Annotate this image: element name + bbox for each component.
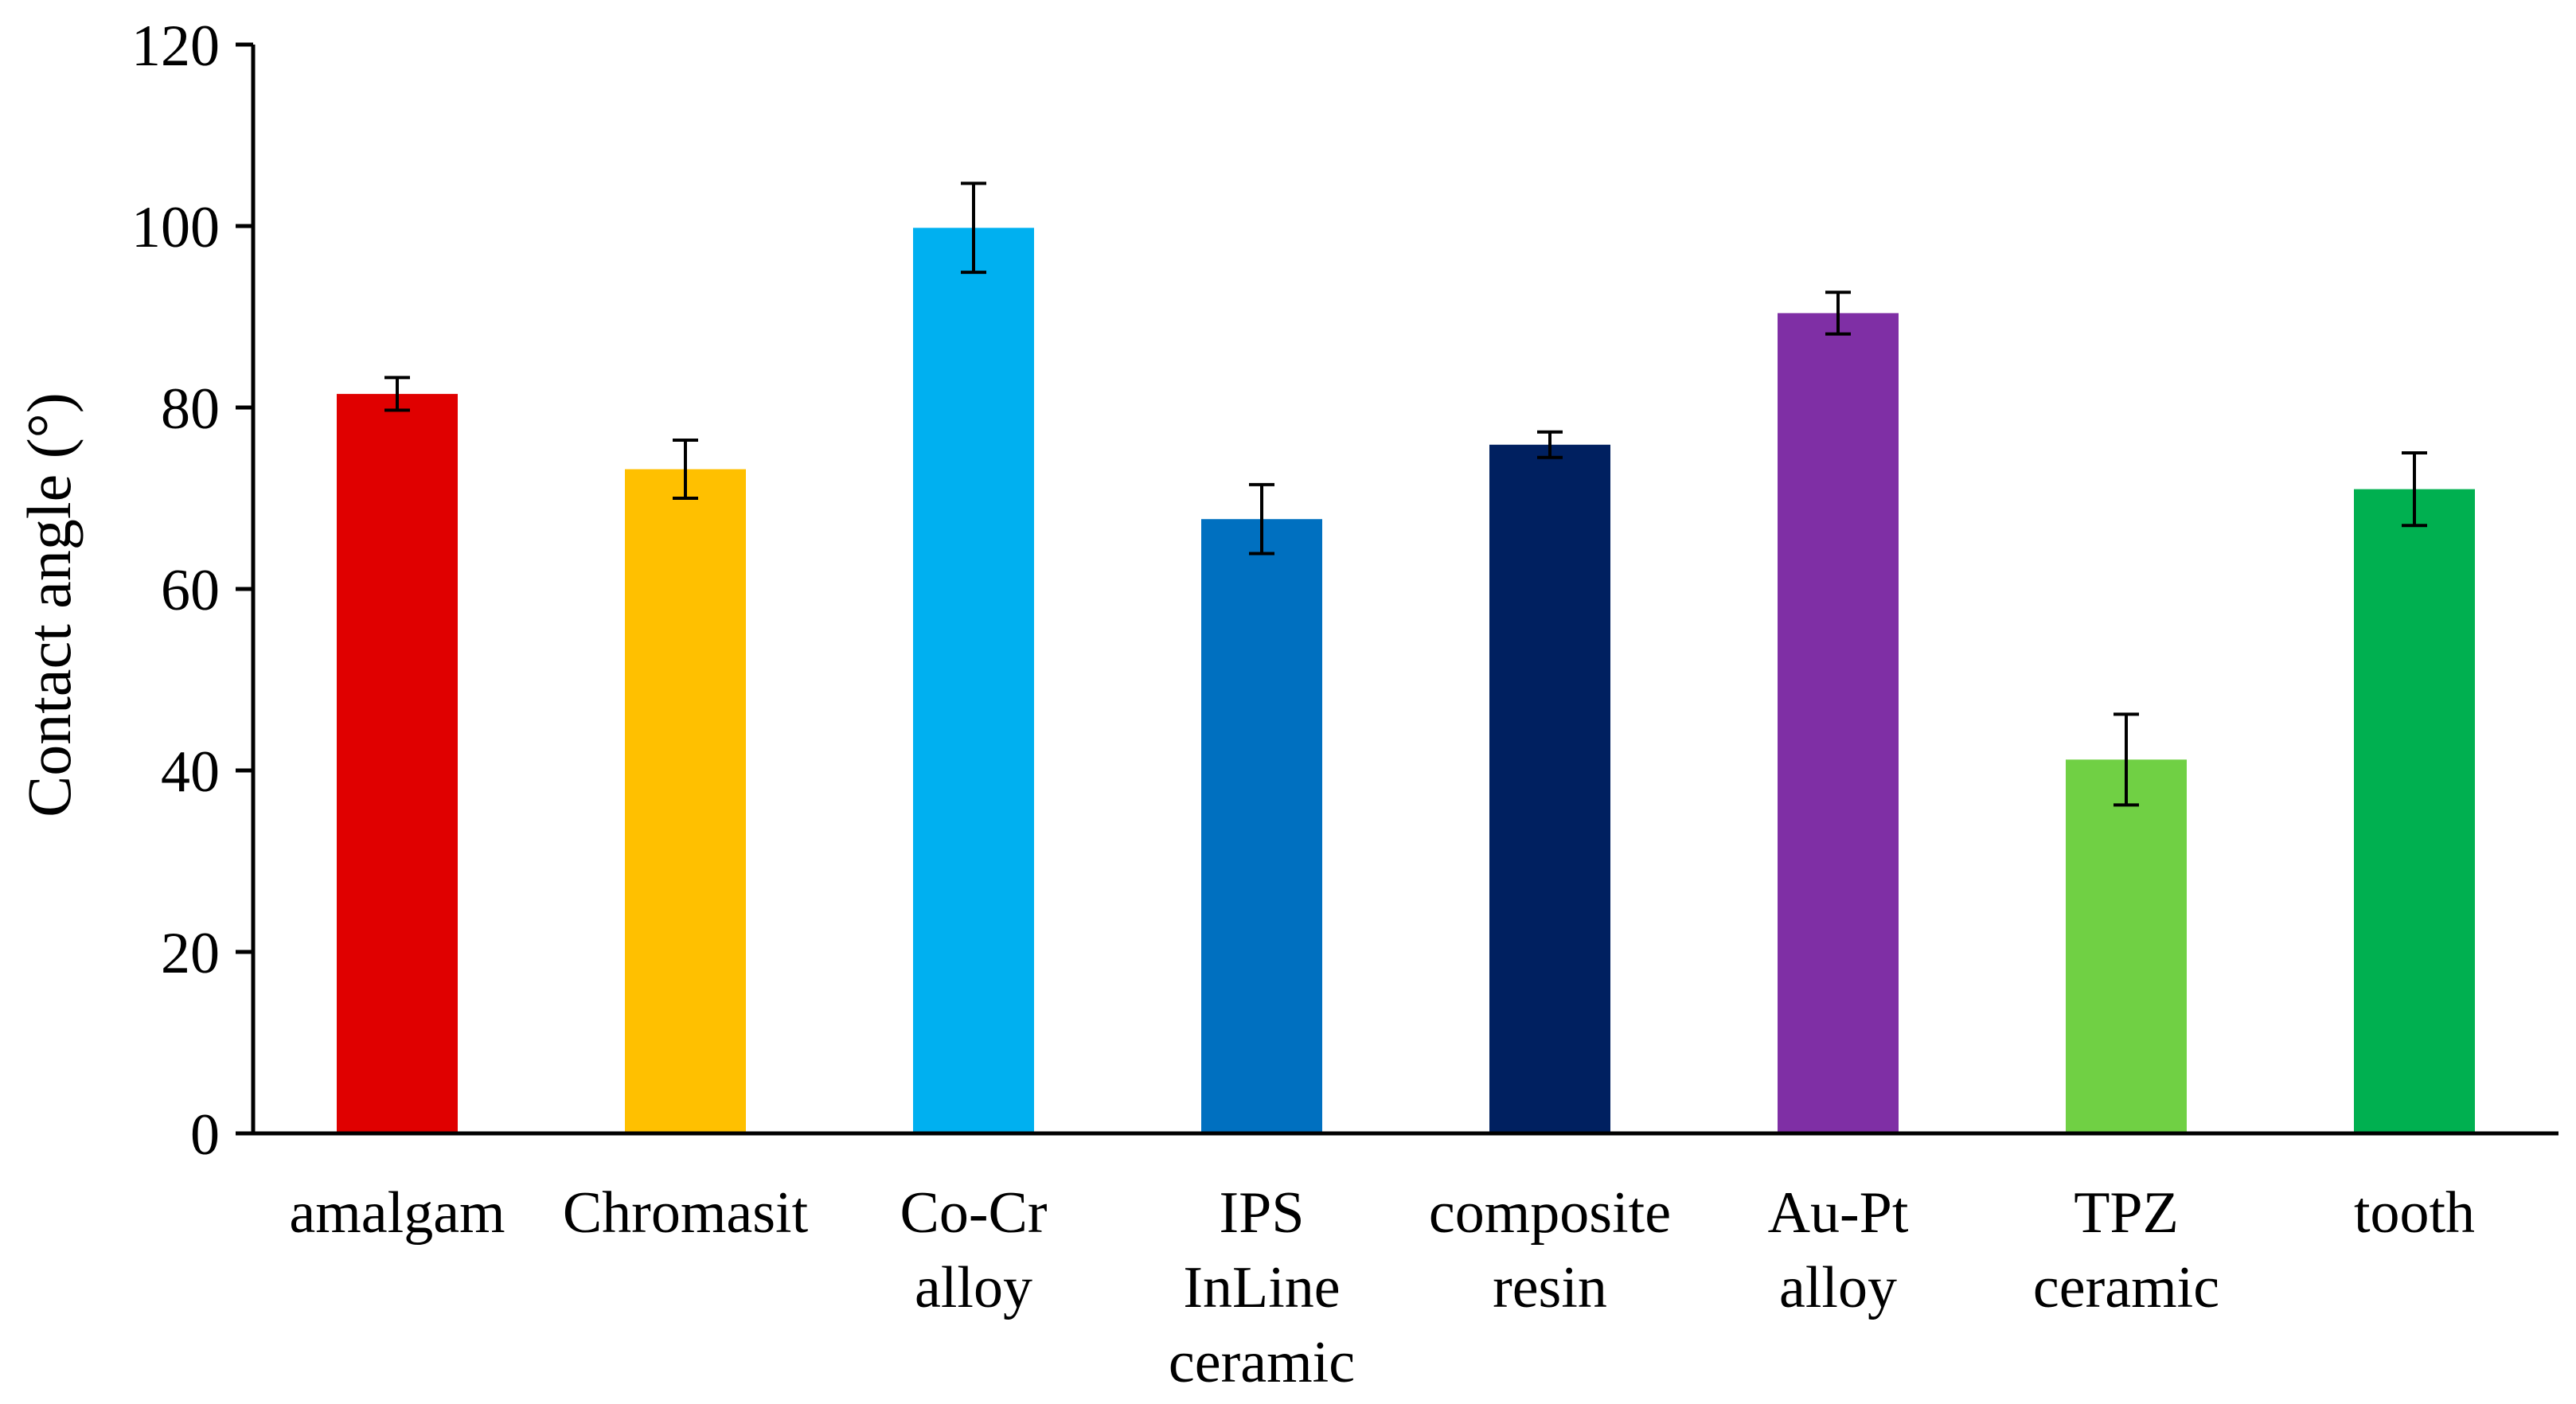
bar: [337, 393, 458, 1133]
x-category-label-line: IPS: [1220, 1180, 1305, 1246]
x-category-label-line: tooth: [2354, 1180, 2475, 1246]
y-tick-label: 100: [131, 195, 220, 260]
x-category-label-line: amalgam: [289, 1180, 505, 1246]
error-bars-layer: [384, 181, 2427, 807]
x-category-label: tooth: [2354, 1180, 2475, 1246]
bar: [2354, 489, 2475, 1133]
y-tick-label: 0: [190, 1102, 220, 1168]
y-tick-label: 20: [161, 921, 220, 986]
x-category-label-line: Co-Cr: [900, 1180, 1048, 1246]
x-category-label: Chromasit: [563, 1180, 809, 1246]
x-labels-layer: amalgam Chromasit Co-Cr alloy IPS InLine ceram…: [289, 1180, 2475, 1395]
y-axis-title: Contact angle (°): [14, 392, 84, 817]
x-category-label-line: Chromasit: [563, 1180, 809, 1246]
y-tick-label: 120: [131, 14, 220, 79]
bar: [1489, 444, 1610, 1133]
bar: [1778, 313, 1899, 1134]
bars-layer: [337, 228, 2475, 1134]
x-category-label: IPS InLine ceramic: [1169, 1180, 1355, 1395]
bar: [625, 469, 746, 1133]
x-category-label-line: TPZ: [2074, 1180, 2179, 1246]
x-category-label-line: Au-Pt: [1768, 1180, 1909, 1246]
x-category-label: amalgam: [289, 1180, 505, 1246]
x-category-label-line: alloy: [915, 1255, 1032, 1320]
x-category-label: TPZ ceramic: [2033, 1180, 2219, 1320]
x-category-label: Co-Cr alloy: [900, 1180, 1048, 1320]
x-category-label-line: ceramic: [1169, 1330, 1355, 1395]
y-ticks-layer: 0 20 40 60 80 100 120: [131, 14, 253, 1168]
bar: [913, 228, 1034, 1133]
x-category-label-line: InLine: [1183, 1255, 1340, 1320]
y-tick-label: 80: [161, 376, 220, 442]
y-tick-label: 40: [161, 739, 220, 805]
y-tick-label: 60: [161, 558, 220, 623]
bar: [2066, 759, 2187, 1133]
bar: [1201, 519, 1322, 1133]
axes-layer: [251, 45, 2558, 1136]
x-category-label-line: composite: [1429, 1180, 1671, 1246]
x-category-label: Au-Pt alloy: [1768, 1180, 1909, 1320]
x-category-label: composite resin: [1429, 1180, 1671, 1320]
x-category-label-line: ceramic: [2033, 1255, 2219, 1320]
x-category-label-line: resin: [1493, 1255, 1607, 1320]
x-category-label-line: alloy: [1779, 1255, 1897, 1320]
